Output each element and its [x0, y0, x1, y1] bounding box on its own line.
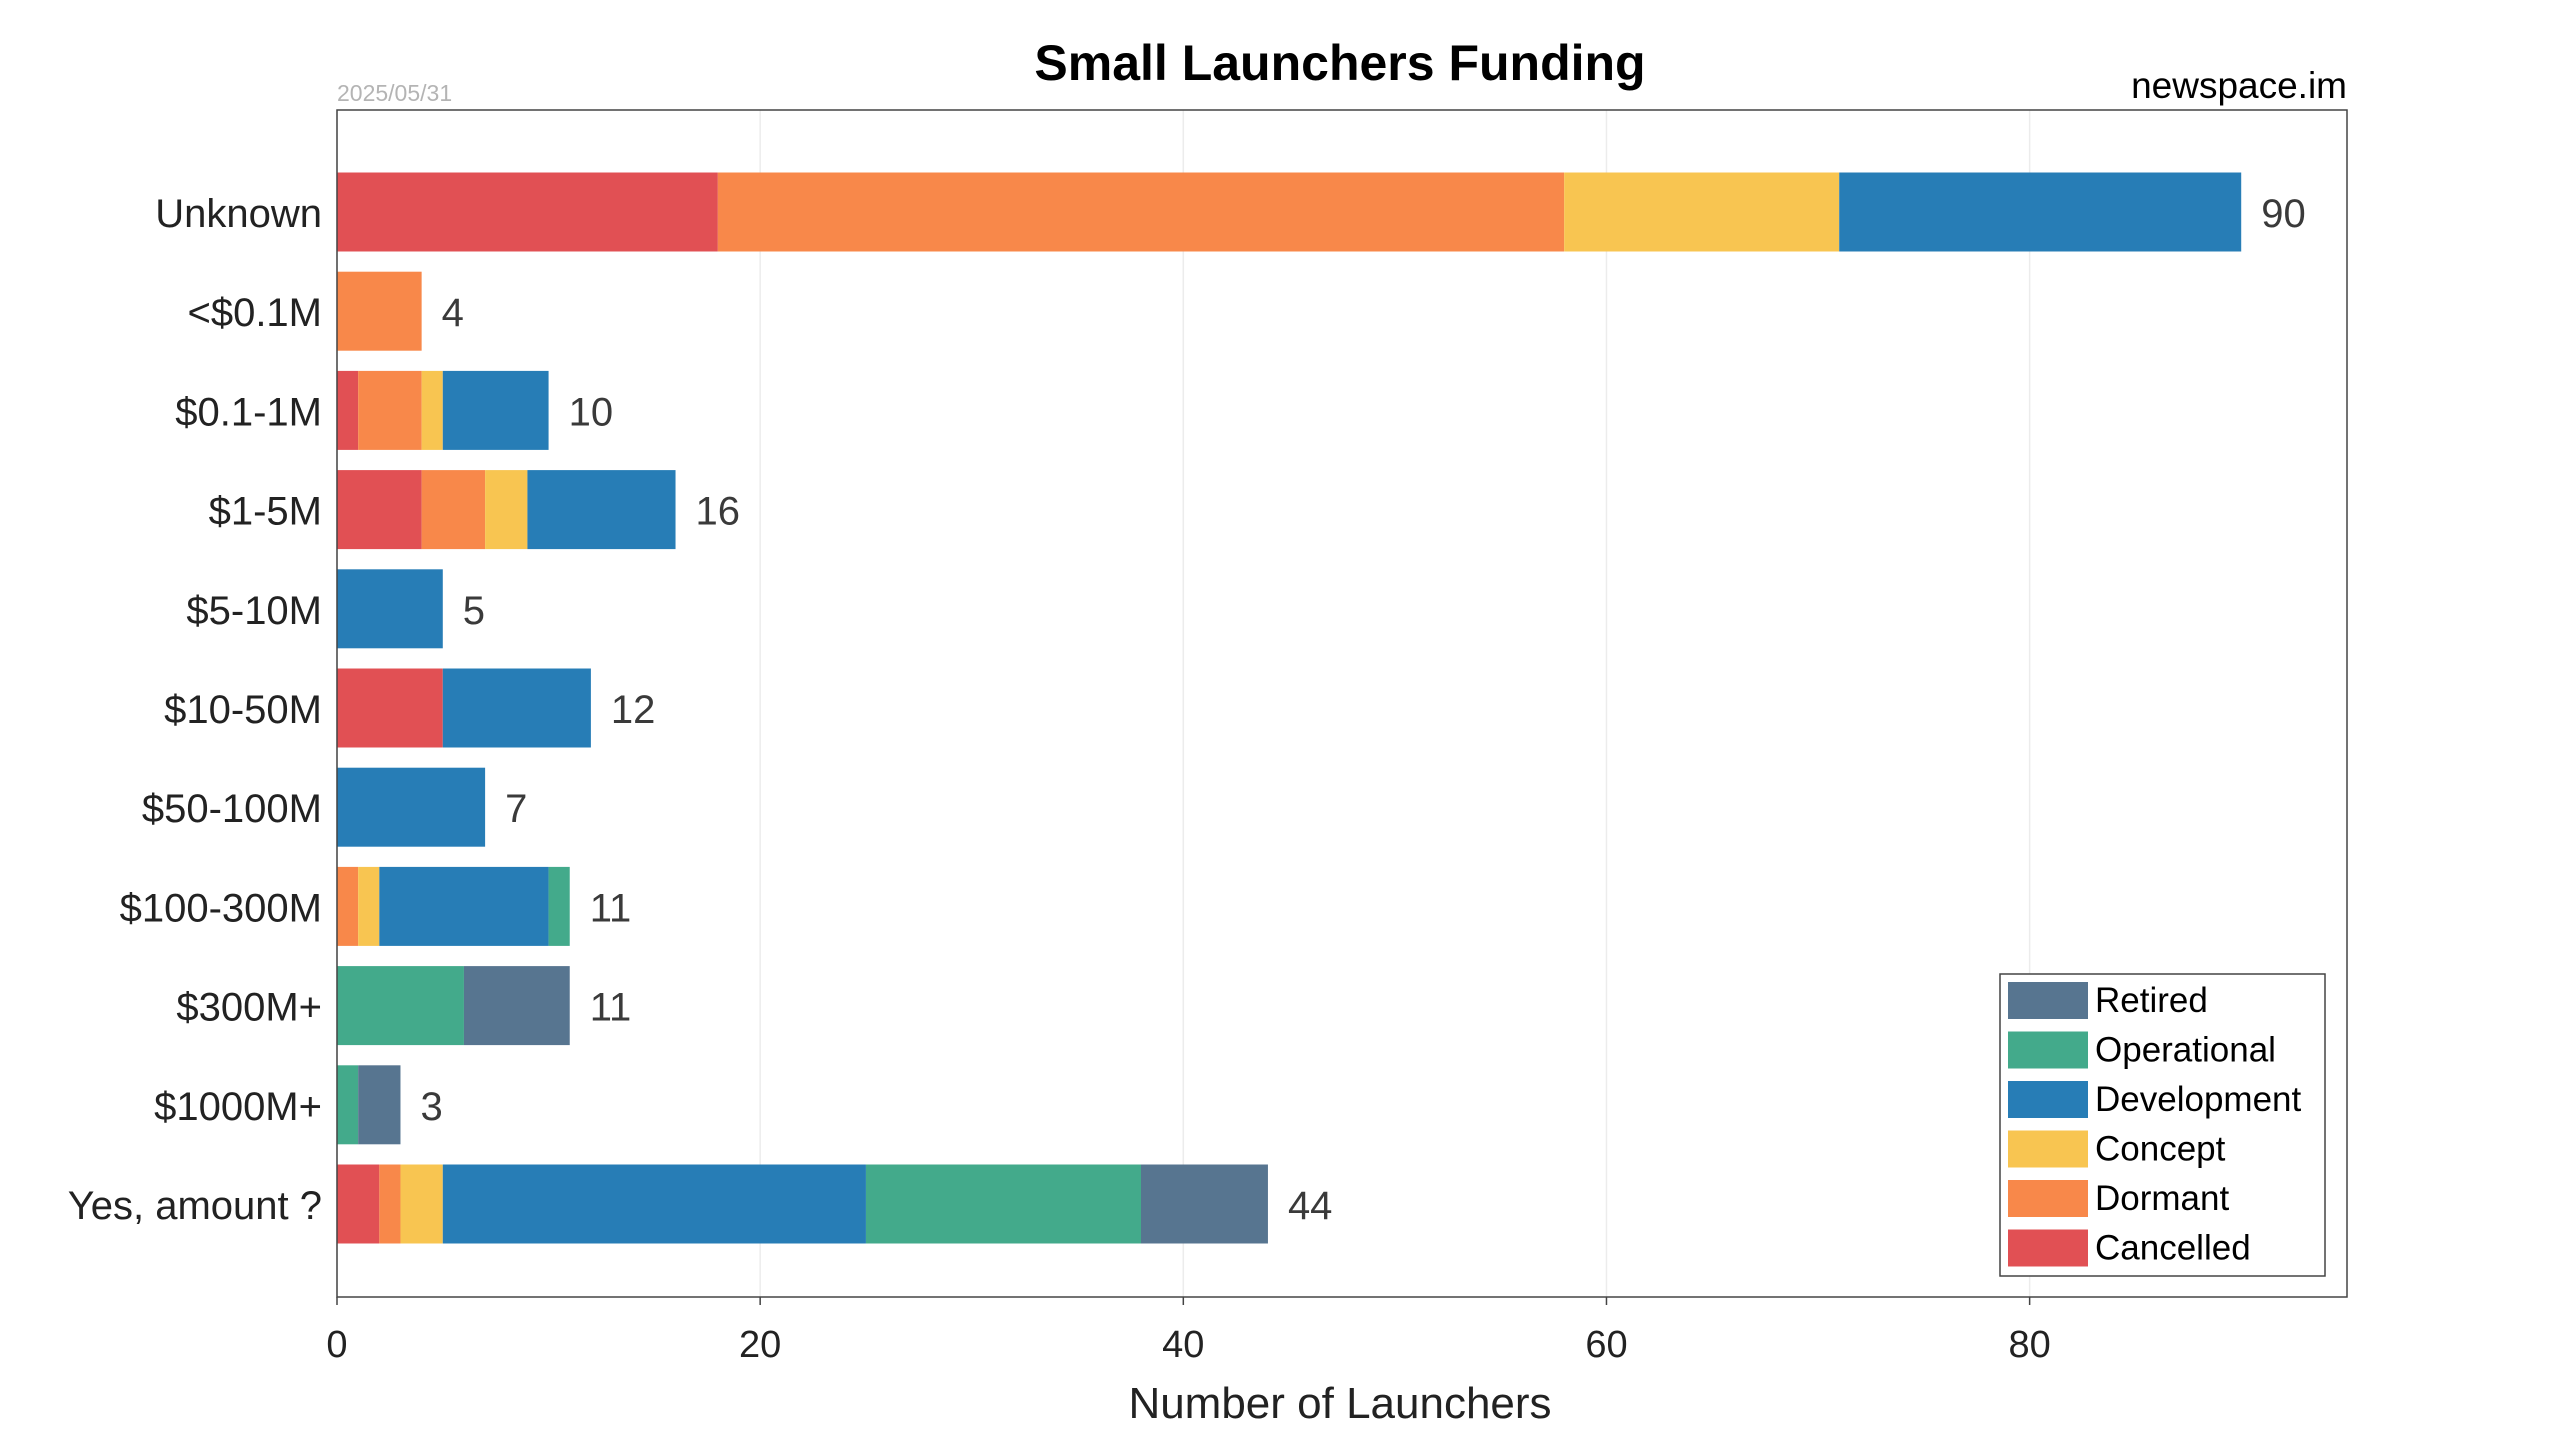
total-label-10-50m: 12 [611, 688, 656, 732]
bar-1-5m-dormant [421, 470, 486, 550]
bar-1000m-operational [337, 1065, 359, 1145]
category-labels: Unknown <$0.1M $0.1-1M $1-5M $5-10M $10-50M $5… [68, 192, 322, 1228]
legend-label-dormant: Dormant [2095, 1179, 2229, 1218]
legend-label-operational: Operational [2095, 1031, 2276, 1070]
x-tick-label-60: 60 [1585, 1324, 1627, 1366]
category-label-0-1m: <$0.1M [187, 291, 322, 335]
bar-300m-operational [337, 966, 464, 1046]
total-label-0-1m: 4 [442, 291, 464, 335]
bars [337, 172, 2242, 1244]
total-label-yes-amount: 44 [1288, 1184, 1333, 1228]
bar-unknown-development [1839, 172, 2242, 252]
bar-10-50m-cancelled [337, 668, 443, 748]
x-tick-label-80: 80 [2008, 1324, 2050, 1366]
bar-100-300m-concept [358, 866, 380, 946]
bar-unknown-cancelled [337, 172, 718, 252]
legend-swatch-concept [2008, 1130, 2088, 1168]
bar-100-300m-operational [548, 866, 570, 946]
bar-0-1-1m-development [442, 370, 549, 450]
bar-300m-retired [463, 966, 570, 1046]
category-label-yes-amount: Yes, amount ? [68, 1184, 322, 1228]
x-tick-label-20: 20 [739, 1324, 781, 1366]
legend: Retired Operational Development Concept Dorm… [1999, 973, 2326, 1277]
legend-swatch-operational [2008, 1031, 2088, 1069]
legend-swatch-dormant [2008, 1180, 2088, 1217]
bar-0-1-1m-concept [421, 370, 443, 450]
total-label-5-10m: 5 [463, 589, 485, 633]
bar-1000m-retired [358, 1065, 401, 1145]
bar-5-10m-development [337, 569, 443, 649]
bar-yes-amount-cancelled [337, 1164, 380, 1244]
category-label-0-1-1m: $0.1-1M [175, 390, 322, 434]
total-label-1000m: 3 [420, 1085, 442, 1129]
category-label-1000m: $1000M+ [154, 1085, 322, 1129]
total-label-unknown: 90 [2261, 192, 2306, 236]
plot-frame [336, 109, 2348, 1298]
bar-1-5m-concept [485, 470, 528, 550]
bar-50-100m-development [337, 767, 486, 847]
category-label-50-100m: $50-100M [142, 787, 322, 831]
bar-1-5m-cancelled [337, 470, 422, 550]
total-labels: 90 4 10 16 5 12 7 11 11 3 44 [420, 192, 2305, 1228]
legend-swatch-cancelled [2008, 1229, 2088, 1267]
bar-10-50m-development [442, 668, 591, 748]
bar-0-1-1m-cancelled [337, 370, 359, 450]
total-label-0-1-1m: 10 [569, 390, 614, 434]
chart-date: 2025/05/31 [337, 80, 452, 106]
bar-1-5m-development [527, 470, 676, 550]
bar-100-300m-dormant [337, 866, 359, 946]
bar-100-300m-development [379, 866, 549, 946]
bar-yes-amount-operational [865, 1164, 1141, 1244]
category-label-unknown: Unknown [155, 192, 322, 236]
total-label-1-5m: 16 [696, 490, 741, 534]
category-label-100-300m: $100-300M [120, 886, 322, 930]
bar-unknown-concept [1564, 172, 1840, 252]
legend-label-cancelled: Cancelled [2095, 1229, 2251, 1268]
bar-yes-amount-retired [1141, 1164, 1268, 1244]
x-tick-label-0: 0 [326, 1324, 347, 1366]
source-label: newspace.im [2131, 65, 2347, 106]
category-label-1-5m: $1-5M [209, 490, 322, 534]
legend-swatch-development [2008, 1081, 2088, 1118]
chart-title: Small Launchers Funding [1034, 35, 1645, 91]
legend-frame [1999, 973, 2326, 1277]
legend-label-retired: Retired [2095, 981, 2208, 1020]
x-tick-label-40: 40 [1162, 1324, 1204, 1366]
bar-yes-amount-dormant [379, 1164, 401, 1244]
bar-0-1m-dormant [337, 271, 422, 351]
total-label-100-300m: 11 [590, 886, 632, 930]
legend-label-development: Development [2095, 1080, 2301, 1119]
bar-unknown-dormant [717, 172, 1565, 252]
legend-swatch-retired [2008, 982, 2088, 1019]
bar-yes-amount-concept [400, 1164, 443, 1244]
category-label-10-50m: $10-50M [164, 688, 322, 732]
x-axis-ticks: 0 20 40 60 80 [326, 1297, 2051, 1366]
total-label-50-100m: 7 [505, 787, 527, 831]
total-label-300m: 11 [590, 986, 632, 1030]
category-label-5-10m: $5-10M [186, 589, 322, 633]
x-axis-label: Number of Launchers [1128, 1379, 1551, 1428]
bar-0-1-1m-dormant [358, 370, 422, 450]
bar-yes-amount-development [442, 1164, 866, 1244]
legend-label-concept: Concept [2095, 1130, 2226, 1169]
category-label-300m: $300M+ [176, 986, 322, 1030]
